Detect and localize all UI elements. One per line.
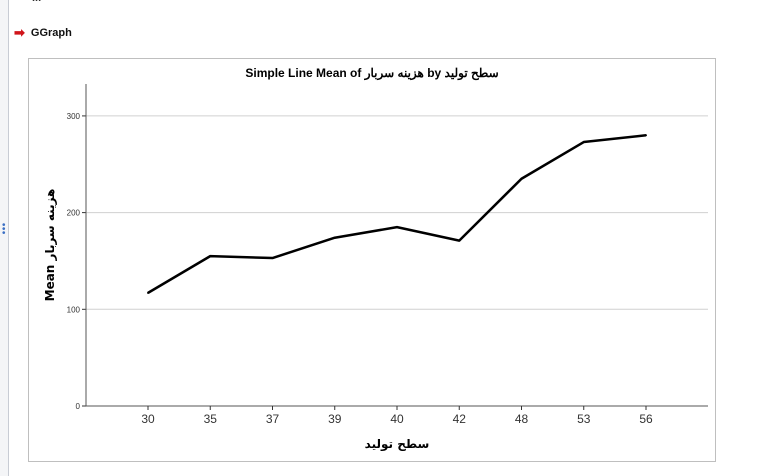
data-point-42 — [458, 239, 461, 242]
data-point-40 — [396, 226, 398, 229]
y-tick-label: 0 — [76, 402, 81, 411]
previous-output-item[interactable]: ... — [32, 0, 41, 4]
data-point-48 — [520, 177, 523, 180]
data-point-37 — [271, 257, 274, 260]
x-axis-label: سطح تولید — [365, 437, 430, 452]
drag-handle-icon[interactable]: • • • — [2, 220, 6, 239]
y-tick-label: 100 — [67, 305, 81, 314]
chart-title: Simple Line Mean of هزینه سربار by سطح ت… — [245, 66, 498, 81]
node-label: GGraph — [30, 27, 72, 39]
outline-node-ggraph[interactable]: ➡ GGraph — [14, 25, 72, 41]
chart-frame[interactable] — [28, 58, 716, 462]
x-tick-label: 56 — [639, 412, 653, 426]
data-point-39 — [333, 236, 336, 239]
data-point-35 — [209, 255, 212, 258]
x-tick-label: 48 — [515, 412, 529, 426]
x-tick-label: 42 — [453, 412, 467, 426]
left-splitter[interactable]: • • • — [0, 0, 9, 476]
data-point-53 — [582, 141, 585, 144]
x-tick-label: 35 — [204, 412, 218, 426]
x-tick-label: 40 — [390, 412, 404, 426]
data-point-56 — [645, 134, 647, 137]
x-tick-label: 39 — [328, 412, 342, 426]
y-tick-label: 200 — [67, 209, 81, 218]
data-point-30 — [147, 291, 149, 294]
series-line — [147, 134, 647, 294]
x-tick-label: 37 — [266, 412, 280, 426]
y-tick-label: 300 — [67, 112, 81, 121]
y-axis-label: Mean هزینه سربار — [43, 189, 57, 302]
x-tick-label: 53 — [577, 412, 591, 426]
x-tick-label: 30 — [141, 412, 155, 426]
red-arrow-icon: ➡ — [14, 25, 25, 40]
